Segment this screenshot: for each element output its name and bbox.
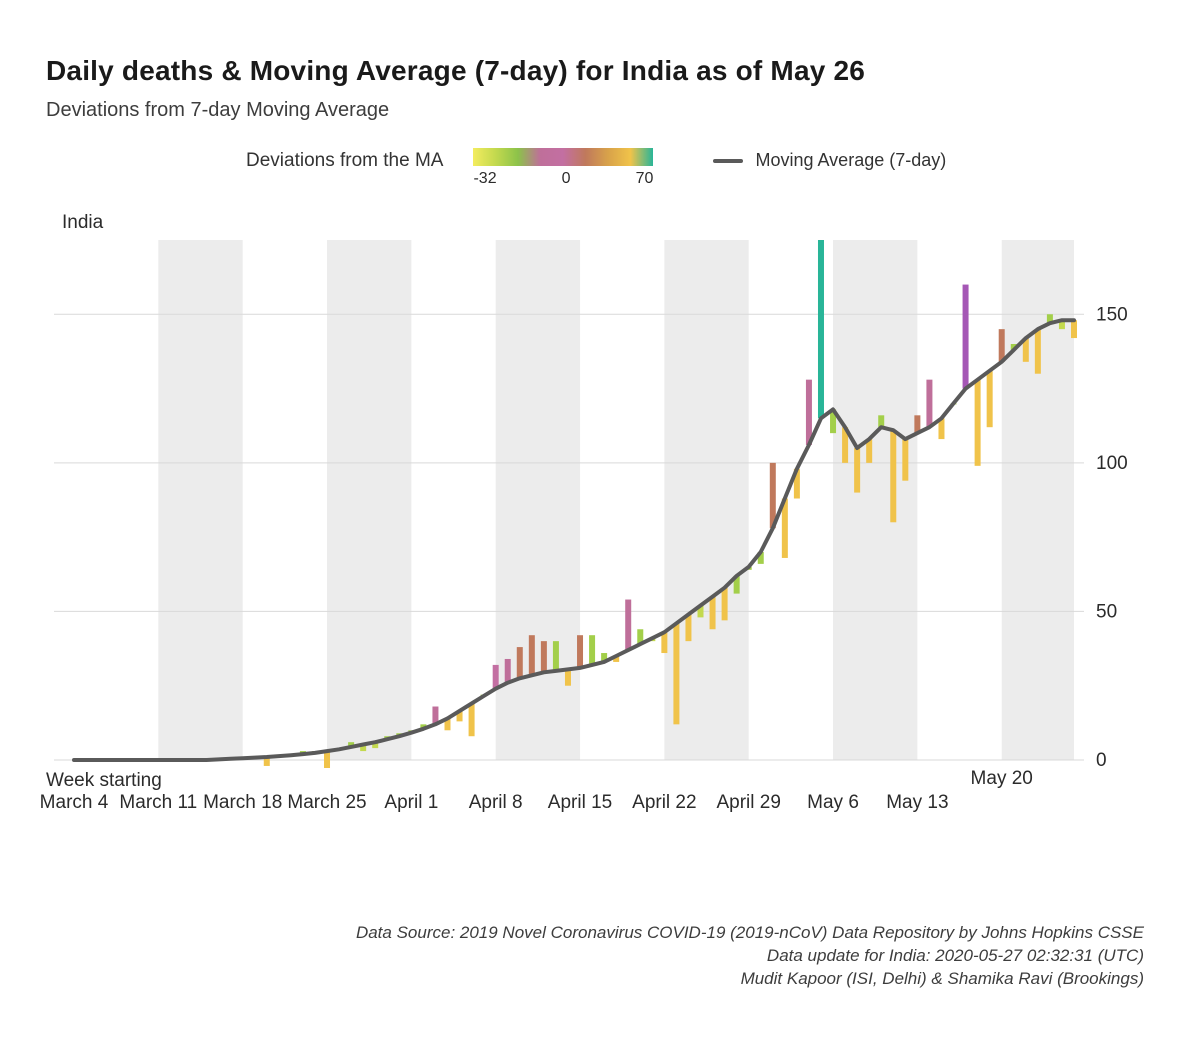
x-tick-label: May 20: [971, 768, 1033, 790]
chart-area: 050100150: [54, 240, 1140, 760]
colorbar-min: -32: [473, 170, 496, 188]
x-tick-label: March 18: [203, 792, 282, 814]
svg-text:150: 150: [1096, 304, 1128, 325]
legend-deviation-label: Deviations from the MA: [246, 150, 443, 172]
colorbar-ticks: -32 0 70: [473, 170, 653, 188]
x-tick-label: May 13: [886, 792, 948, 814]
colorbar-gradient: [473, 148, 653, 166]
legend-line: Moving Average (7-day): [713, 150, 946, 171]
x-axis-labels: March 4March 11March 18March 25April 1Ap…: [54, 792, 1084, 820]
svg-text:50: 50: [1096, 601, 1117, 622]
page-title: Daily deaths & Moving Average (7-day) fo…: [46, 55, 1144, 87]
legend-line-swatch: [713, 159, 743, 163]
colorbar-mid: 0: [562, 170, 571, 188]
x-tick-label: April 15: [548, 792, 612, 814]
footer-line-2: Data update for India: 2020-05-27 02:32:…: [356, 945, 1144, 968]
x-tick-label: April 29: [716, 792, 780, 814]
footer-line-3: Mudit Kapoor (ISI, Delhi) & Shamika Ravi…: [356, 968, 1144, 991]
page-subtitle: Deviations from 7-day Moving Average: [46, 99, 1144, 122]
svg-text:0: 0: [1096, 750, 1107, 768]
x-tick-label: March 11: [119, 792, 197, 814]
x-tick-label: April 1: [384, 792, 438, 814]
svg-text:100: 100: [1096, 453, 1128, 474]
x-tick-label: April 8: [469, 792, 523, 814]
footer: Data Source: 2019 Novel Coronavirus COVI…: [356, 922, 1144, 991]
x-tick-label: March 4: [40, 792, 109, 814]
colorbar-max: 70: [636, 170, 654, 188]
legend-line-label: Moving Average (7-day): [755, 150, 946, 171]
x-tick-label: April 22: [632, 792, 696, 814]
footer-line-1: Data Source: 2019 Novel Coronavirus COVI…: [356, 922, 1144, 945]
chart-page: Daily deaths & Moving Average (7-day) fo…: [0, 0, 1200, 1047]
panel-label: India: [62, 212, 1144, 234]
x-tick-label: May 6: [807, 792, 859, 814]
x-tick-label: March 25: [287, 792, 366, 814]
legend-colorbar: -32 0 70: [473, 148, 653, 188]
legend: Deviations from the MA -32 0 70 Moving A…: [246, 148, 1144, 188]
chart-svg: 0 50 100 150: [54, 240, 1140, 768]
